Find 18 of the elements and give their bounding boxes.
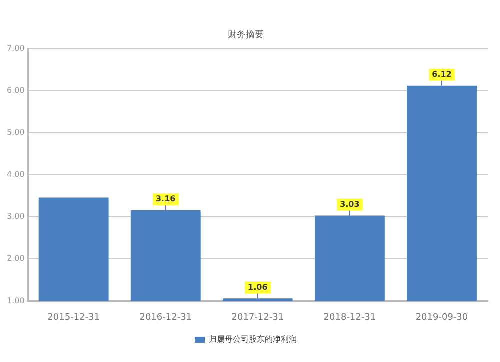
x-tick-label: 2019-09-30 — [416, 312, 468, 323]
y-tick-label: 4.00 — [7, 170, 25, 180]
data-label: 3.03 — [340, 200, 360, 209]
x-tick-label: 2018-12-31 — [324, 312, 376, 323]
y-tick-label: 3.00 — [7, 212, 25, 222]
data-label: 6.12 — [432, 70, 452, 79]
y-tick-label: 1.00 — [7, 296, 25, 306]
x-tick-label: 2017-12-31 — [232, 312, 284, 323]
legend-label: 归属母公司股东的净利润 — [209, 335, 297, 344]
x-tick-label: 2016-12-31 — [140, 312, 192, 323]
y-tick-label: 7.00 — [7, 44, 25, 53]
y-tick-label: 2.00 — [7, 254, 25, 264]
chart-title: 财务摘要 — [228, 30, 264, 41]
y-tick-label: 5.00 — [7, 128, 25, 138]
data-label: 3.16 — [156, 194, 176, 204]
data-label: 1.06 — [248, 282, 268, 292]
x-tick-label: 2015-12-31 — [48, 312, 100, 323]
y-tick-label: 6.00 — [7, 86, 25, 95]
